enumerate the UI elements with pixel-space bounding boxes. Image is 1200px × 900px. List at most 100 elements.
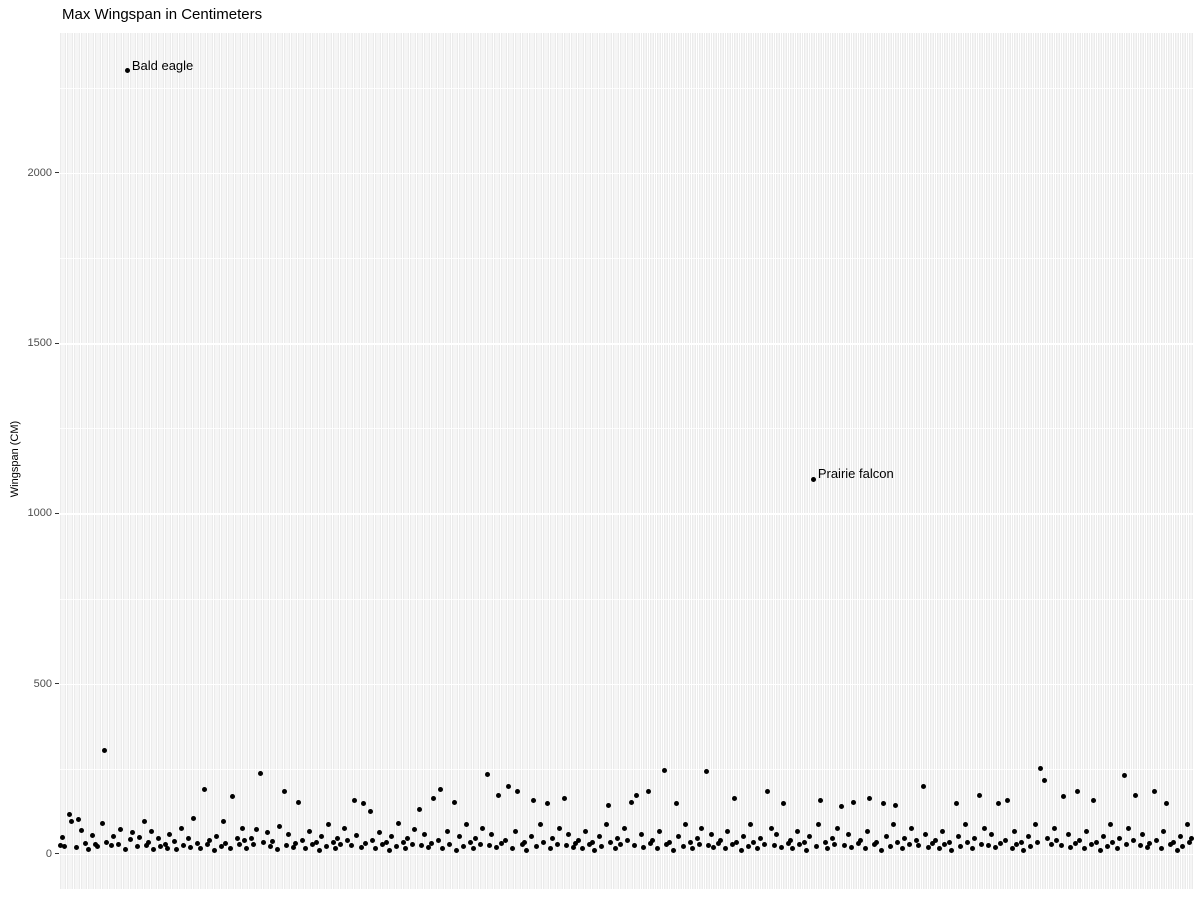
data-point [958,843,964,849]
data-point [379,842,385,848]
data-point [74,845,79,851]
data-point [405,835,411,841]
chart-title: Max Wingspan in Centimeters [62,6,263,23]
data-point [739,847,744,853]
data-point [778,844,784,850]
data-point [260,840,266,846]
data-point [1177,833,1183,839]
data-point [85,847,91,853]
data-point [1019,839,1024,845]
data-point [547,845,553,851]
data-point [463,822,469,828]
data-point [949,847,954,853]
data-point [1061,794,1066,800]
data-point [515,789,520,795]
data-point [750,840,756,846]
data-point [503,837,509,843]
data-point [1126,826,1132,832]
data-point [1168,842,1174,848]
data-point [109,843,114,849]
data-point [893,802,898,808]
data-point [281,789,287,795]
data-point [956,833,961,839]
data-point [314,839,320,845]
data-point [916,843,922,849]
data-point [470,845,476,851]
data-point [223,840,229,846]
data-point [622,826,628,832]
data-point [697,841,702,847]
data-point [1054,838,1059,844]
data-point [253,827,259,833]
data-point [1163,801,1169,807]
data-point [337,841,343,847]
data-point [872,842,877,848]
data-point [694,835,700,841]
minor-gridline [59,258,1193,260]
data-point [512,828,518,834]
data-point [496,792,502,798]
data-point [764,789,770,795]
data-point [242,838,247,844]
data-point [573,840,579,846]
data-point [858,837,863,843]
data-point [1110,840,1115,846]
data-point [494,844,499,850]
data-point [235,835,240,841]
data-point [1014,842,1020,848]
data-point [986,843,992,849]
data-point [802,839,807,845]
data-point [557,826,562,832]
data-point [979,841,985,847]
data-point [895,840,901,846]
data-point [302,846,308,852]
data-point [533,843,539,849]
data-point [104,839,110,845]
data-point [624,838,630,844]
data-point [1028,843,1034,849]
data-point [592,847,597,853]
data-point [368,808,373,814]
data-point [293,840,299,846]
data-point [1093,839,1099,845]
data-point [57,842,63,848]
data-point [1138,843,1143,849]
data-point [386,847,392,853]
data-point [102,748,107,754]
data-point [127,837,133,843]
data-point [1072,840,1078,846]
data-point [426,844,432,850]
data-point [972,835,978,841]
data-point [487,843,492,849]
data-point [1175,847,1181,853]
data-point [993,844,999,850]
data-point [587,842,593,848]
data-point [942,842,947,848]
data-point [326,822,331,828]
data-point [988,832,994,838]
data-point [554,841,560,847]
data-point [403,845,408,851]
data-point [1100,833,1106,839]
data-point [363,840,369,846]
data-point [790,846,796,852]
data-point [489,832,495,838]
data-point [522,839,527,845]
data-point [90,833,96,839]
data-point [708,832,714,838]
data-point [564,843,569,849]
data-point [461,843,467,849]
data-point [816,822,821,828]
data-point [1187,840,1192,846]
data-point [1114,845,1120,851]
data-point [680,843,686,849]
data-point [214,833,219,839]
data-point [690,845,695,851]
data-point [484,772,490,778]
data-point [1044,835,1050,841]
data-point [925,844,931,850]
data-point [361,801,366,807]
data-point [419,843,425,849]
data-point [545,801,551,807]
data-point [438,787,443,793]
